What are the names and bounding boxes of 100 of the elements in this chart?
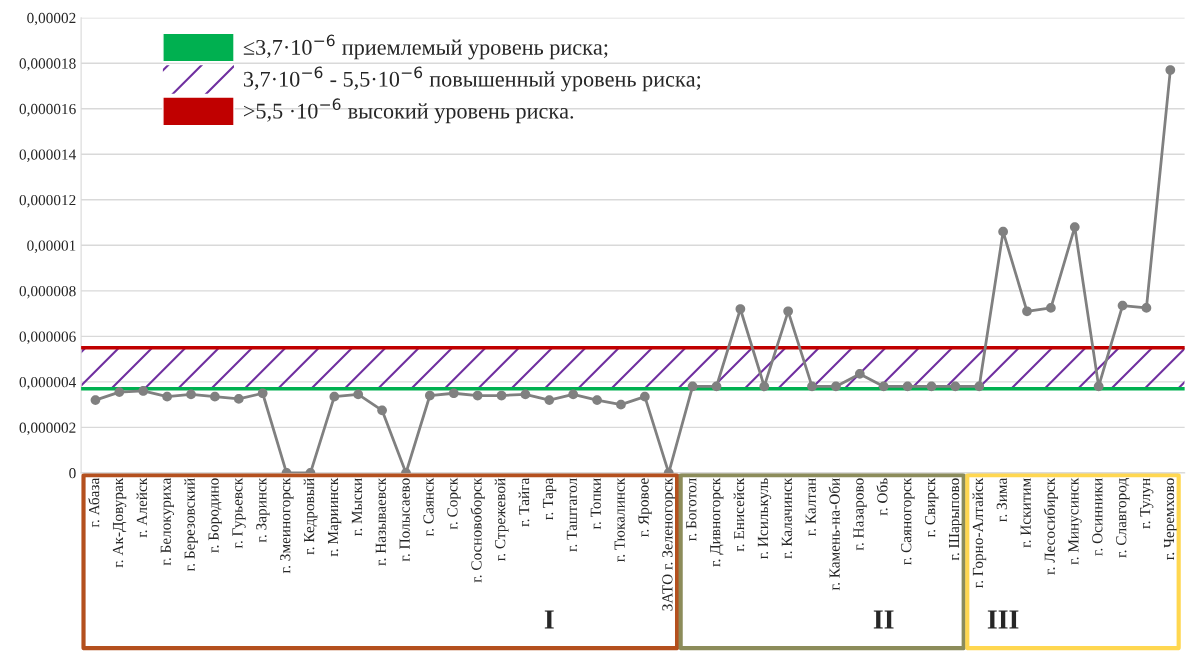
x-tick-label: г. Осинники bbox=[1092, 478, 1103, 556]
point bbox=[783, 306, 794, 317]
point bbox=[186, 389, 196, 400]
point bbox=[544, 395, 555, 405]
x-tick-label: г. Змеиногорск bbox=[280, 477, 294, 574]
x-tick-label: г. Горно-Алтайск bbox=[972, 477, 987, 589]
text: III bbox=[987, 610, 1019, 629]
point bbox=[950, 381, 961, 392]
y-tick-label: 0,00001 bbox=[27, 240, 76, 253]
point bbox=[210, 391, 220, 402]
y-tick-label: 0,000018 bbox=[19, 58, 76, 71]
y-tick-label: 0,000002 bbox=[19, 422, 76, 436]
x-tick-label: г. Тайга bbox=[518, 477, 530, 527]
point bbox=[1141, 303, 1152, 313]
point bbox=[998, 226, 1008, 237]
x-tick-label: г. Зима bbox=[996, 477, 1008, 522]
point bbox=[425, 390, 435, 401]
y-tick-label: 0,000006 bbox=[19, 331, 76, 344]
x-tick-label: г. Сосновоборск bbox=[470, 477, 485, 583]
text: I bbox=[544, 610, 554, 629]
point bbox=[377, 405, 387, 416]
point bbox=[1022, 306, 1032, 317]
x-tick-label: г. Назарово bbox=[853, 478, 867, 551]
x-tick-label: г. Черемхово bbox=[1163, 478, 1178, 560]
x-tick-label: г. Бородино bbox=[208, 478, 222, 553]
x-tick-label: г. Березовский bbox=[184, 478, 198, 572]
point bbox=[257, 388, 268, 399]
point bbox=[568, 389, 579, 400]
x-tick-label: г. Топки bbox=[590, 478, 601, 530]
x-tick-label: г. Белокуриха bbox=[160, 477, 175, 566]
point bbox=[114, 387, 125, 397]
point bbox=[496, 390, 507, 401]
y-tick-label: 0,000004 bbox=[19, 377, 77, 390]
x-tick-label: г. Шарыпово bbox=[949, 478, 963, 561]
x-tick-label: г. Минусинск bbox=[1068, 477, 1082, 565]
point bbox=[1046, 303, 1056, 313]
x-tick-label: г. Тулун bbox=[1140, 478, 1154, 529]
y-tick-label: 0 bbox=[69, 468, 76, 479]
x-tick-label: г. Саяногорск bbox=[901, 477, 915, 565]
x-tick-label: г. Боготол bbox=[686, 478, 697, 541]
legend-label: 3,7·10$^{−6}$ - 5,5·10$^{−6}$ повышенный уровень риска; bbox=[243, 66, 701, 92]
point bbox=[759, 381, 770, 392]
x-tick-label: г. Заринск bbox=[256, 477, 270, 543]
y-tick-label: 0,000012 bbox=[19, 194, 76, 208]
x-tick-label: г. Калачинск bbox=[781, 477, 793, 559]
point bbox=[1093, 381, 1104, 392]
y-tick-label: 0,000016 bbox=[19, 103, 76, 117]
x-tick-label: г. Алейск bbox=[136, 477, 148, 538]
point bbox=[831, 381, 841, 392]
point bbox=[878, 381, 889, 392]
x-tick-label: г. Искитим bbox=[1020, 478, 1031, 548]
x-tick-label: г. Сорск bbox=[447, 477, 461, 530]
point bbox=[902, 381, 913, 392]
y-tick-label: 0,000008 bbox=[19, 285, 76, 299]
point bbox=[233, 394, 244, 404]
point bbox=[1069, 222, 1080, 232]
point bbox=[735, 304, 746, 314]
x-tick-label: г. Исилькуль bbox=[757, 478, 772, 560]
point bbox=[926, 381, 937, 392]
point bbox=[1165, 65, 1176, 75]
x-tick-label: г. Стрежевой bbox=[494, 478, 509, 562]
x-tick-label: г. Камень-на-Оби bbox=[828, 478, 840, 591]
x-tick-label: г. Свирск bbox=[925, 477, 939, 538]
point bbox=[639, 391, 650, 402]
text: II bbox=[873, 610, 894, 629]
point bbox=[854, 369, 865, 379]
point bbox=[448, 388, 459, 399]
point bbox=[592, 395, 602, 405]
point bbox=[807, 381, 817, 392]
x-tick-label: г. Гурьевск bbox=[232, 477, 246, 549]
x-tick-label: г. Яровое bbox=[638, 478, 652, 537]
legend-label: >5,5 ·10$^{−6}$ высокий уровень риска. bbox=[244, 98, 574, 124]
x-tick-label: г. Лесосибирск bbox=[1043, 477, 1058, 575]
legend-label: ≤3,7·10$^{−6}$ приемлемый уровень риска; bbox=[243, 34, 608, 60]
x-tick-label: г. Мыски bbox=[351, 478, 363, 536]
x-tick-label: г. Полысаево bbox=[399, 478, 410, 562]
point bbox=[138, 386, 149, 396]
x-tick-label: г. Ак-Довурак bbox=[112, 477, 127, 568]
x-tick-label: г. Мариинск bbox=[327, 477, 342, 557]
x-tick-label: г. Тюкалинск bbox=[614, 477, 625, 562]
x-tick-label: г. Называевск bbox=[375, 477, 386, 566]
x-tick-label: г. Дивногорск bbox=[710, 477, 724, 567]
y-tick-label: 0,00002 bbox=[27, 12, 76, 26]
point bbox=[329, 391, 340, 402]
x-tick-label: г. Славгород bbox=[1116, 478, 1130, 558]
point bbox=[90, 395, 101, 405]
x-tick-label: г. Саянск bbox=[423, 477, 434, 537]
point bbox=[353, 389, 364, 400]
point bbox=[472, 390, 483, 401]
x-tick-label: г. Кедровый bbox=[303, 478, 318, 555]
point bbox=[711, 381, 722, 392]
point bbox=[1117, 300, 1128, 311]
point bbox=[520, 389, 531, 400]
point bbox=[162, 391, 172, 402]
y-tick-label: 0,000014 bbox=[19, 149, 77, 162]
x-tick-label: ЗАТО г. Зеленогорск bbox=[662, 477, 676, 611]
point bbox=[687, 381, 698, 392]
x-tick-label: г. Обь bbox=[876, 478, 888, 516]
point bbox=[974, 381, 985, 392]
x-tick-label: г. Калтан bbox=[805, 478, 816, 537]
